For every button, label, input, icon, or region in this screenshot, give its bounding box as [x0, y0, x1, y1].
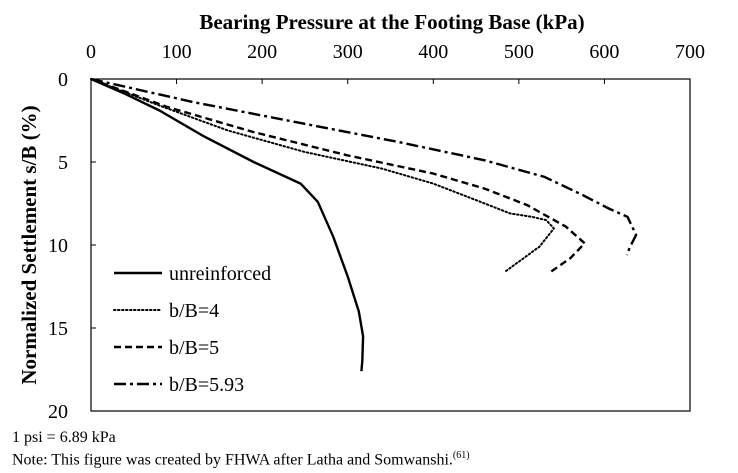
y-axis-title: Normalized Settlement s/B (%)	[17, 105, 41, 384]
x-tick-label: 700	[675, 41, 705, 63]
series-line-unreinforced	[90, 77, 365, 372]
y-tick-label: 10	[48, 235, 68, 257]
legend-label: b/B=5	[169, 337, 219, 359]
y-axis: 0 5 10 15 20	[48, 69, 96, 423]
series-line-b-b-5-93	[90, 77, 638, 256]
source-reference: (61)	[452, 450, 470, 461]
series-line-b-b-5	[90, 77, 586, 275]
x-tick-label: 0	[86, 41, 96, 63]
y-tick-label: 20	[48, 401, 68, 423]
plot-area	[90, 78, 691, 412]
x-axis: 0 100 200 300 400 500 600 700	[86, 41, 705, 84]
bearing-pressure-chart: Bearing Pressure at the Footing Base (kP…	[17, 10, 705, 423]
x-axis-title: Bearing Pressure at the Footing Base (kP…	[199, 10, 584, 34]
legend-label: b/B=5.93	[169, 374, 244, 396]
legend-label: b/B=4	[169, 300, 219, 322]
x-tick-label: 200	[247, 41, 277, 63]
x-tick-label: 100	[162, 41, 192, 63]
y-tick-label: 0	[58, 69, 68, 91]
y-tick-label: 5	[58, 152, 68, 174]
source-note: Note: This figure was created by FHWA af…	[12, 450, 470, 469]
x-tick-label: 500	[504, 41, 534, 63]
series-line-b-b-4	[90, 78, 555, 273]
series-lines	[90, 77, 638, 372]
x-tick-label: 300	[333, 41, 363, 63]
legend: unreinforced b/B=4 b/B=5 b/B=5.93	[113, 263, 271, 396]
y-tick-label: 15	[48, 318, 68, 340]
legend-label: unreinforced	[169, 263, 271, 285]
x-tick-label: 600	[589, 41, 619, 63]
x-tick-label: 400	[418, 41, 448, 63]
unit-conversion-note: 1 psi = 6.89 kPa	[12, 429, 116, 446]
